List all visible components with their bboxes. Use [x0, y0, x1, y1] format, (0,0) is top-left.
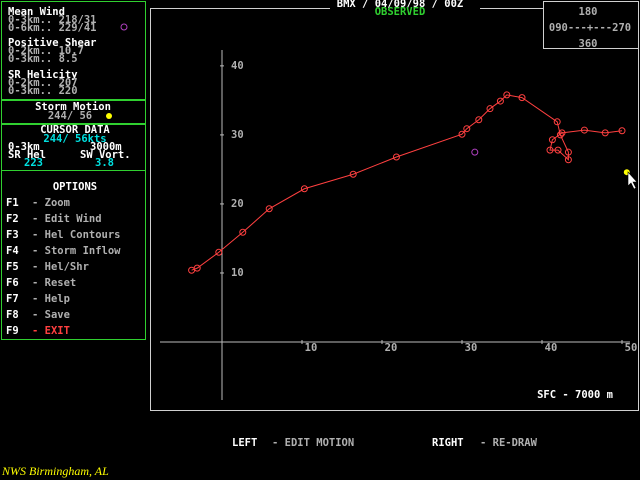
row: 244/ 56 — [48, 110, 92, 122]
section-title: Mean Wind — [8, 6, 65, 18]
row: 244/ 56kts — [43, 133, 106, 145]
row: 0-3km.. 218/31 — [8, 14, 97, 26]
hodograph-point — [564, 156, 572, 164]
option-label: - Save — [32, 309, 70, 321]
option-key: F7 — [6, 293, 19, 305]
section-title: OPTIONS — [53, 181, 97, 193]
option-key: F5 — [6, 261, 19, 273]
row: SR Hel — [8, 149, 46, 161]
x-tick-label: 10 — [305, 342, 318, 354]
row: 0-3km — [8, 141, 40, 153]
hodograph-point — [215, 248, 223, 256]
hodograph-point — [548, 136, 556, 144]
compass-box — [543, 1, 639, 49]
hodograph-point — [239, 228, 247, 236]
option-label: - Reset — [32, 277, 76, 289]
hodograph-point — [349, 170, 357, 178]
key: LEFT — [232, 437, 257, 449]
hodograph-point — [503, 91, 511, 99]
option-key: F6 — [6, 277, 19, 289]
action: - RE-DRAW — [480, 437, 538, 449]
mouse-cursor — [627, 171, 638, 190]
hodograph-point — [618, 127, 626, 135]
hodograph-point — [580, 126, 588, 134]
hodograph-point — [601, 129, 609, 137]
compass-label: 180 — [579, 6, 598, 18]
y-tick-label: 10 — [231, 267, 244, 279]
row: 0-2km.. 207 — [8, 77, 78, 89]
section-title: Positive Shear — [8, 37, 97, 49]
hodograph-point — [558, 129, 566, 137]
hodograph-point — [265, 205, 273, 213]
options-box — [1, 170, 146, 340]
hodograph-point — [496, 97, 504, 105]
subtitle: OBSERVED — [375, 6, 426, 18]
hodograph-point — [486, 105, 494, 113]
option-key: F4 — [6, 245, 19, 257]
option-label: - Hel Contours — [32, 229, 121, 241]
row: 0-2km.. 10.7 — [8, 45, 84, 57]
x-tick-label: 30 — [465, 342, 478, 354]
option-label: - Storm Inflow — [32, 245, 121, 257]
hodograph-point — [458, 130, 466, 138]
option-label: - EXIT — [32, 325, 70, 337]
section-title: SR Helicity — [8, 69, 78, 81]
row: 3.8 — [95, 157, 114, 169]
option-key: F2 — [6, 213, 19, 225]
wind-box — [1, 1, 146, 100]
hodograph-point — [564, 148, 572, 156]
option-label: - Edit Wind — [32, 213, 102, 225]
section-title: CURSOR DATA — [40, 124, 110, 136]
mean-wind-point — [471, 148, 479, 156]
storm-motion-icon — [106, 113, 112, 119]
y-tick-label: 40 — [231, 60, 244, 72]
title-backdrop — [330, 0, 480, 18]
height-range: SFC - 7000 m — [537, 389, 613, 401]
action: - EDIT MOTION — [272, 437, 354, 449]
section-title: Storm Motion — [35, 101, 111, 113]
option-key: F9 — [6, 325, 19, 337]
option-key: F3 — [6, 229, 19, 241]
hodograph-point — [556, 131, 564, 139]
row: 0-6km.. 229/41 — [8, 22, 97, 34]
hodograph-point — [193, 264, 201, 272]
office: NWS Birmingham, AL — [1, 464, 109, 478]
hodograph-line — [191, 94, 623, 271]
compass-label: 090---+---270 — [549, 22, 631, 34]
option-label: - Hel/Shr — [32, 261, 89, 273]
option-key: F1 — [6, 197, 19, 209]
hodograph-point — [553, 118, 561, 126]
y-tick-label: 20 — [231, 198, 244, 210]
title: BMX / 04/09/98 / 00Z — [337, 0, 463, 10]
storm-box — [1, 100, 146, 124]
key: RIGHT — [432, 437, 464, 449]
x-tick-label: 50 — [625, 342, 638, 354]
hodograph-point — [518, 94, 526, 102]
hodograph-point — [300, 185, 308, 193]
hodograph-point — [475, 116, 483, 124]
hodograph-point — [554, 146, 562, 154]
row: 223 — [24, 157, 43, 169]
hodograph-point — [546, 146, 554, 154]
row: 3000m — [90, 141, 122, 153]
row: 0-3km.. 8.5 — [8, 53, 78, 65]
hodograph-point — [392, 153, 400, 161]
option-label: - Help — [32, 293, 70, 305]
x-tick-label: 40 — [545, 342, 558, 354]
option-label: - Zoom — [32, 197, 70, 209]
mean-wind-icon — [120, 23, 128, 31]
compass-label: 360 — [579, 38, 598, 50]
y-tick-label: 30 — [231, 129, 244, 141]
row: 0-3km.. 220 — [8, 85, 78, 97]
x-tick-label: 20 — [385, 342, 398, 354]
row: SW Vort. — [80, 149, 131, 161]
option-key: F8 — [6, 309, 19, 321]
hodograph-point — [463, 125, 471, 133]
